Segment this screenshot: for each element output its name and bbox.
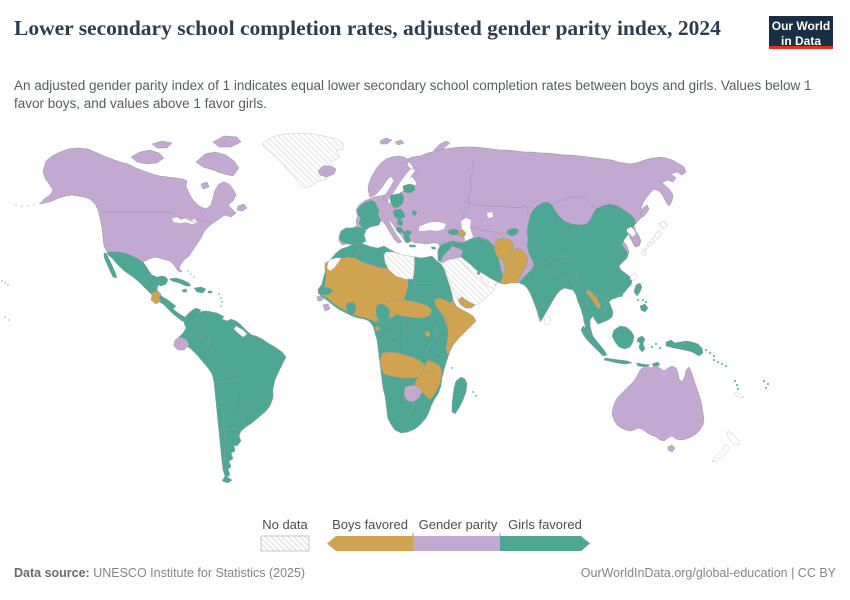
svg-text:Girls favored: Girls favored — [508, 517, 582, 532]
svg-text:No data: No data — [262, 517, 308, 532]
svg-text:Gender parity: Gender parity — [419, 517, 498, 532]
svg-text:Boys favored: Boys favored — [332, 517, 408, 532]
